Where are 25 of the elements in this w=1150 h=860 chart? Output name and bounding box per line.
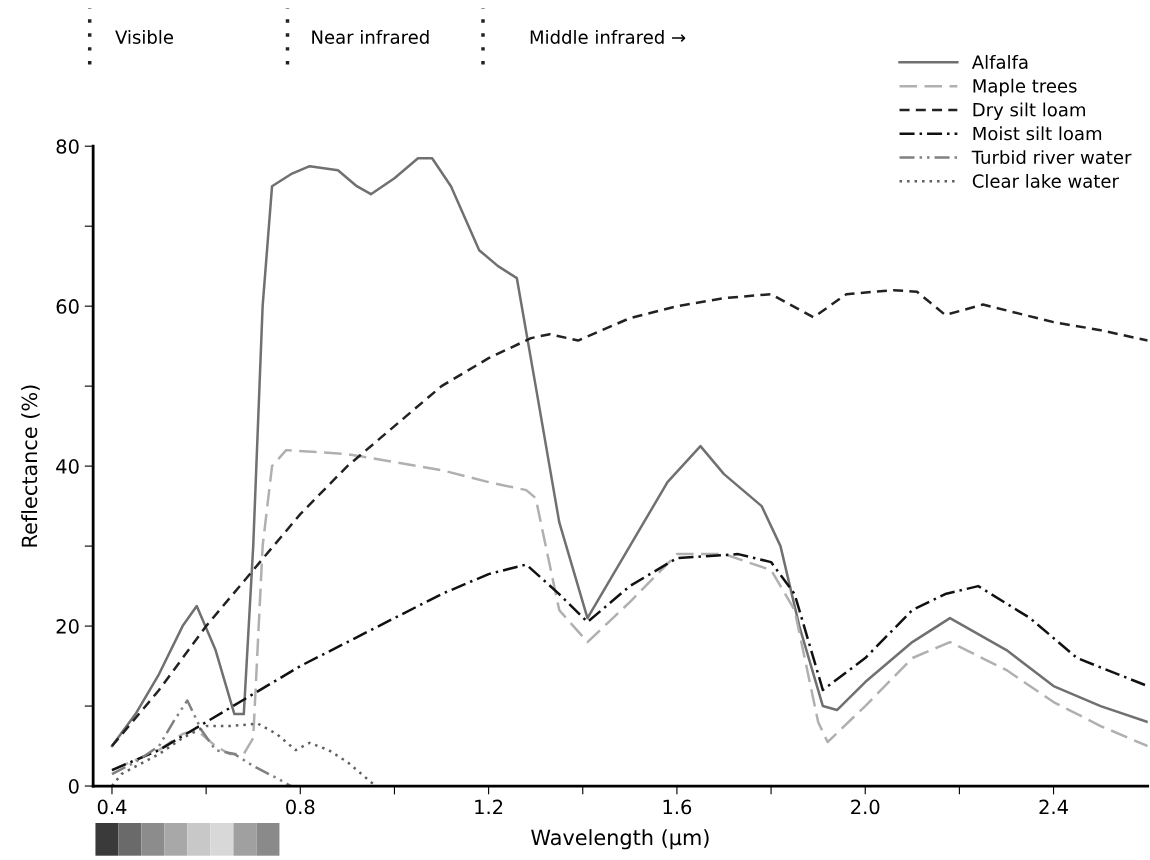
x-tick-label: 2.0 bbox=[851, 799, 880, 815]
text: Middle infrared → bbox=[530, 29, 686, 44]
x-axis-title: Wavelength (µm) bbox=[531, 829, 709, 850]
legend-label: Clear lake water bbox=[972, 173, 1119, 188]
x-tick-label: 0.8 bbox=[286, 799, 315, 815]
x-tick-label: 2.4 bbox=[1039, 799, 1068, 815]
line-series bbox=[110, 699, 293, 787]
legend-label: Maple trees bbox=[973, 78, 1077, 97]
line-series bbox=[110, 288, 1148, 748]
text: Near infrared bbox=[312, 29, 429, 44]
x-tick-label: 0.4 bbox=[97, 799, 127, 815]
legend-label: Turbid river water bbox=[971, 150, 1132, 165]
x-tick-label: 1.2 bbox=[475, 799, 503, 815]
y-tick-label: 20 bbox=[56, 619, 79, 634]
x-tick-label: 1.6 bbox=[663, 799, 692, 815]
text: Visible bbox=[115, 29, 174, 44]
legend-label: Alfalfa bbox=[971, 54, 1028, 69]
y-tick-label: 0 bbox=[68, 779, 79, 794]
legend-label: Dry silt loam bbox=[973, 102, 1085, 121]
y-tick-label: 40 bbox=[56, 459, 79, 474]
y-tick-label: 60 bbox=[56, 299, 79, 314]
legend-label: Moist silt loam bbox=[973, 126, 1102, 141]
line-series bbox=[110, 552, 1148, 772]
y-axis-title: Reflectance (%) bbox=[21, 385, 40, 547]
y-tick-label: 80 bbox=[56, 139, 79, 154]
